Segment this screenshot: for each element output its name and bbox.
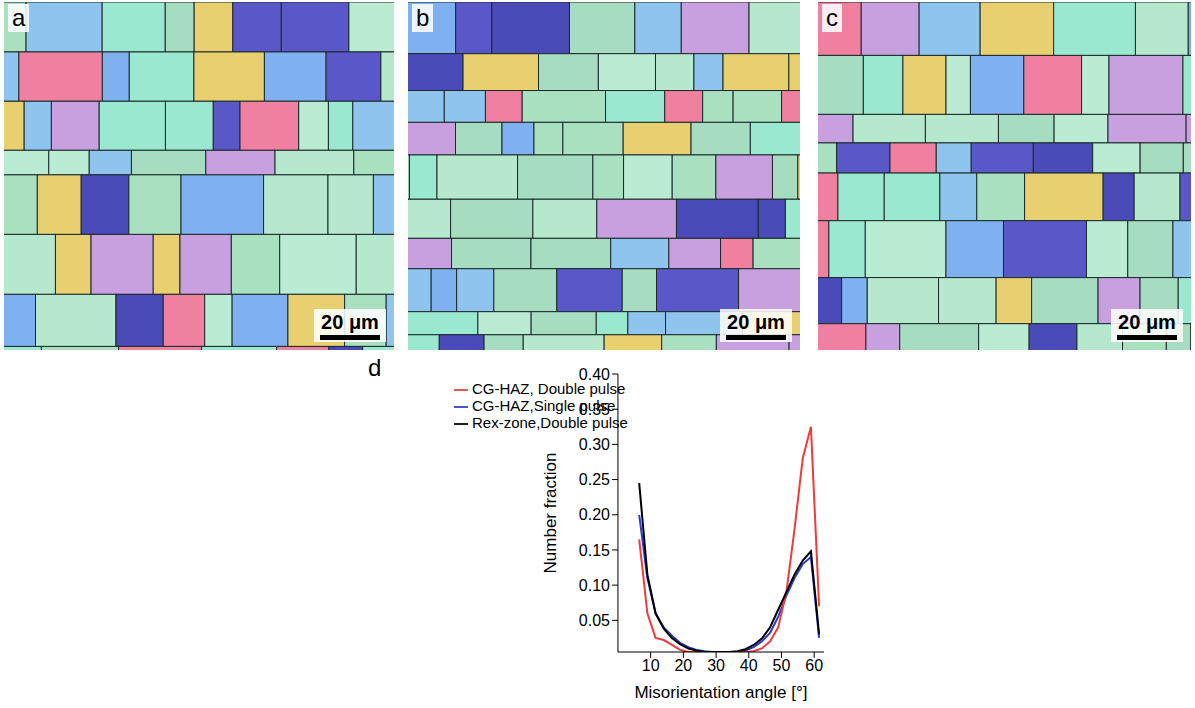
- svg-text:0.10: 0.10: [579, 577, 610, 594]
- svg-text:40: 40: [740, 657, 758, 674]
- svg-text:50: 50: [773, 657, 791, 674]
- svg-text:Misorientation angle [°]: Misorientation angle [°]: [634, 683, 807, 702]
- svg-text:0.25: 0.25: [579, 471, 610, 488]
- svg-text:0.15: 0.15: [579, 542, 610, 559]
- svg-text:30: 30: [707, 657, 725, 674]
- svg-text:0.40: 0.40: [579, 366, 610, 383]
- svg-text:60: 60: [805, 657, 823, 674]
- svg-text:Number fraction: Number fraction: [541, 453, 560, 574]
- svg-text:0.05: 0.05: [579, 612, 610, 629]
- svg-text:20: 20: [674, 657, 692, 674]
- svg-text:0.20: 0.20: [579, 506, 610, 523]
- svg-text:0.30: 0.30: [579, 436, 610, 453]
- svg-text:0.35: 0.35: [579, 401, 610, 418]
- svg-text:10: 10: [642, 657, 660, 674]
